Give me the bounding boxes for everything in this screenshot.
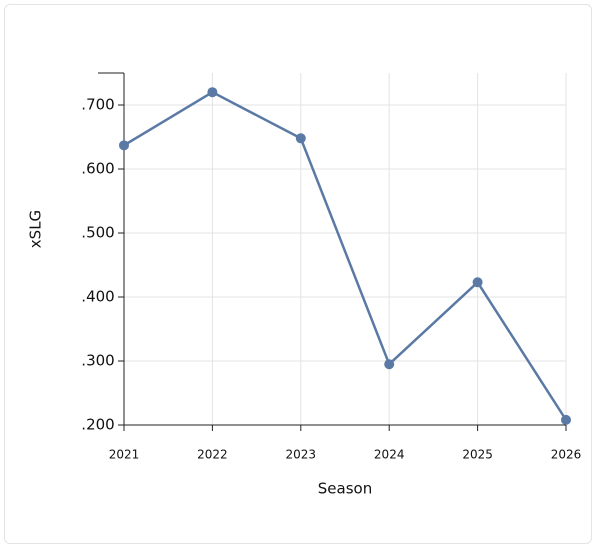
y-axis-label: xSLG <box>27 210 45 248</box>
y-tick-label: .200 <box>81 416 114 434</box>
data-line <box>123 90 568 421</box>
data-point <box>472 277 483 288</box>
x-tick-label: 2021 <box>109 448 140 462</box>
data-point <box>295 133 306 144</box>
x-tick-label: 2026 <box>551 448 582 462</box>
data-point <box>207 87 218 98</box>
x-tick-label: 2024 <box>374 448 405 462</box>
x-tick-label: 2022 <box>197 448 228 462</box>
data-point <box>561 414 571 425</box>
y-tick-label: .700 <box>81 96 114 114</box>
card <box>4 4 592 544</box>
x-tick-label: 2023 <box>286 448 317 462</box>
data-point <box>384 359 395 370</box>
y-tick-label: .600 <box>81 160 114 178</box>
y-tick-label: .500 <box>81 224 114 242</box>
x-tick-label: 2025 <box>462 448 493 462</box>
x-axis-label: Season <box>318 480 372 498</box>
y-tick-label: .300 <box>81 352 114 370</box>
data-point <box>119 140 129 151</box>
y-tick-label: .400 <box>81 288 114 306</box>
